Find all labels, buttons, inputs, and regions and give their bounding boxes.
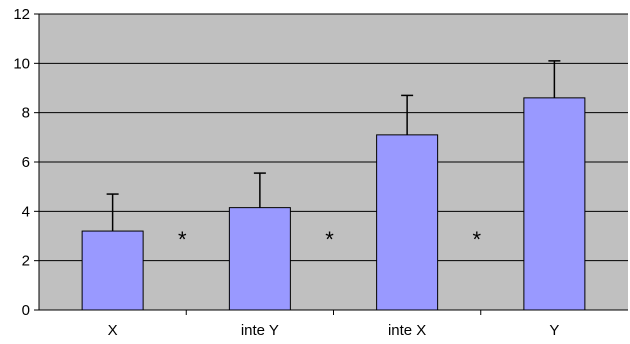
y-tick-label: 2: [22, 253, 30, 270]
y-tick-labels: 0 2 4 6 8 10 12: [13, 6, 39, 319]
y-tick-label: 6: [22, 154, 30, 171]
x-category-label: X: [108, 322, 118, 339]
y-tick-label: 0: [22, 302, 30, 319]
y-tick-label: 4: [22, 203, 30, 220]
bar-inte-x: [376, 134, 439, 311]
significance-asterisk: *: [325, 227, 334, 252]
bar-x: [81, 230, 144, 311]
x-category-label: Y: [549, 322, 559, 339]
error-bars: [106, 60, 561, 232]
bars: [81, 97, 586, 311]
significance-markers: * * *: [178, 227, 482, 252]
x-category-label: inte X: [388, 322, 426, 339]
significance-asterisk: *: [472, 227, 481, 252]
y-tick-label: 12: [13, 6, 30, 23]
x-category-label: inte Y: [241, 322, 279, 339]
significance-asterisk: *: [178, 227, 187, 252]
bar-inte-y: [228, 207, 291, 311]
y-tick-label: 8: [22, 105, 30, 122]
bar-y: [523, 97, 586, 311]
y-tick-label: 10: [13, 55, 30, 72]
